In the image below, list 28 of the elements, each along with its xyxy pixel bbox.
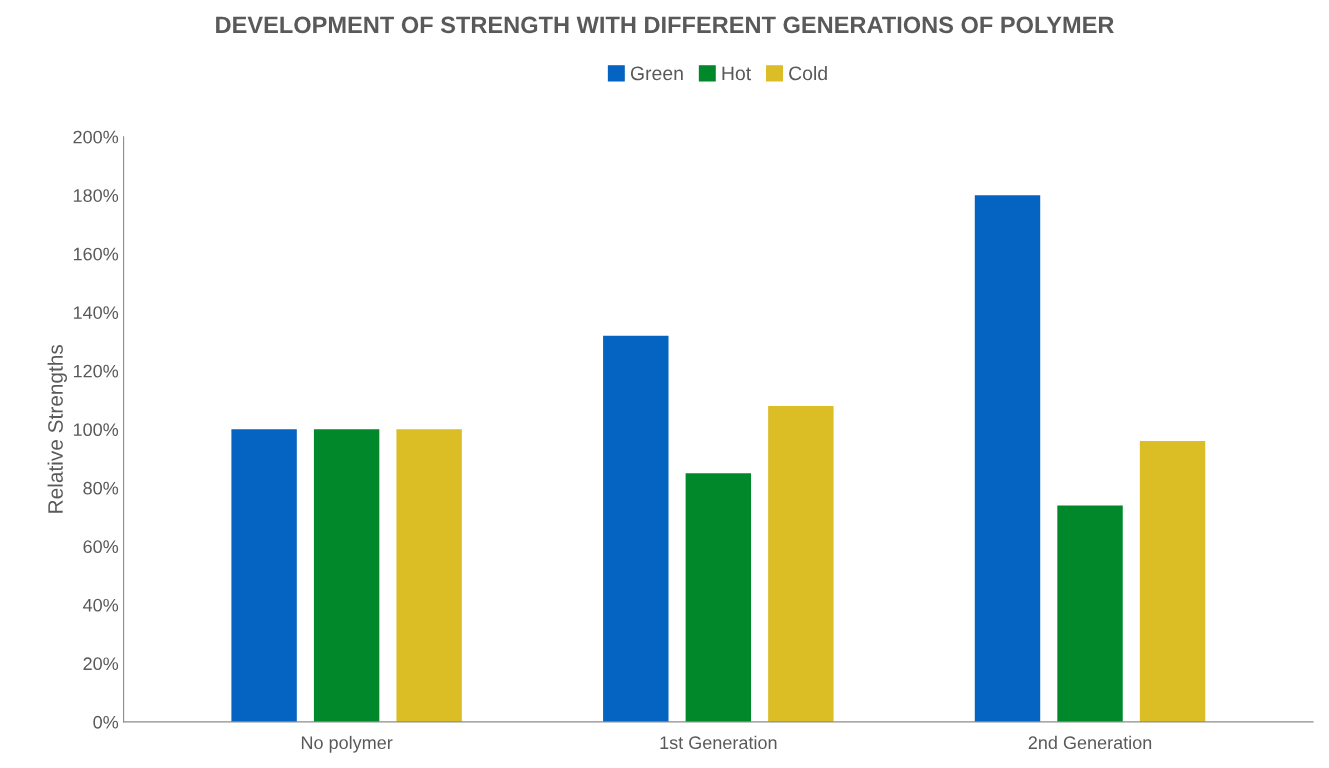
bar (768, 405, 834, 722)
bar (1139, 441, 1206, 722)
y-tick-label: 40% (83, 598, 119, 612)
y-tick-label: 60% (83, 540, 119, 554)
x-tick-label: No polymer (301, 735, 393, 753)
y-tick-label: 80% (83, 481, 119, 495)
y-tick-label: 0% (93, 715, 119, 729)
chart-title: DEVELOPMENT OF STRENGTH WITH DIFFERENT GENERATIONS OF POLYMER (216, 16, 1114, 34)
y-tick-label: 180% (73, 189, 119, 202)
bar (231, 429, 297, 722)
bar (685, 473, 752, 722)
legend-label: Green (630, 66, 683, 81)
y-axis-title: Relative Strengths (47, 344, 67, 513)
y-tick-label: 100% (73, 423, 119, 437)
y-tick-label: 20% (83, 657, 119, 671)
y-tick-label: 140% (73, 306, 119, 319)
y-tick-label: 120% (73, 364, 119, 378)
y-tick-label: 160% (73, 247, 119, 261)
legend-label: Cold (789, 65, 827, 81)
bar (1057, 505, 1123, 722)
bar (396, 429, 462, 722)
bar (313, 429, 380, 722)
x-tick-label: 1st Generation (660, 735, 777, 750)
y-tick-label: 200% (73, 130, 119, 144)
bar (974, 195, 1041, 722)
bar (603, 335, 669, 722)
legend-label: Hot (722, 66, 752, 81)
x-tick-label: 2nd Generation (1028, 735, 1152, 750)
